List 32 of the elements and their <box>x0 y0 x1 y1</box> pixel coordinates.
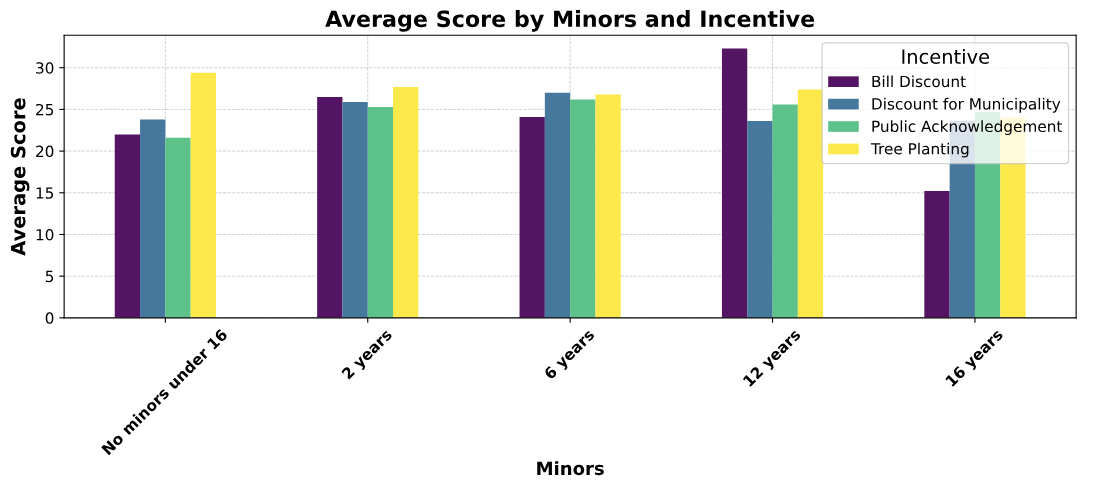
bar <box>772 104 798 318</box>
bar <box>317 96 343 318</box>
y-axis-title: Average Score <box>10 98 30 256</box>
legend-label: Public Acknowledgement <box>872 120 1063 136</box>
y-tick-label: 0 <box>45 312 54 324</box>
bar <box>595 94 621 318</box>
bar <box>570 99 596 318</box>
bar <box>367 106 394 318</box>
y-tick-label: 30 <box>36 62 54 74</box>
bar <box>924 191 950 318</box>
bar <box>190 72 216 318</box>
legend-label: Tree Planting <box>870 142 969 158</box>
legend-label: Bill Discount <box>872 75 966 88</box>
chart-title: Average Score by Minors and Incentive <box>325 9 815 32</box>
bar <box>797 89 824 318</box>
bar <box>140 119 166 318</box>
y-tick-label: 10 <box>36 228 54 241</box>
legend-title: Incentive <box>902 48 990 65</box>
y-tick-label: 25 <box>36 103 54 116</box>
bar <box>393 86 419 318</box>
bar <box>747 121 773 318</box>
bar <box>544 92 571 318</box>
bar <box>165 137 191 318</box>
y-tick-label: 20 <box>36 145 54 158</box>
y-tick-label: 5 <box>45 270 54 283</box>
x-axis-title: Minors <box>537 461 604 476</box>
bar <box>721 48 748 318</box>
bar <box>114 134 141 318</box>
y-tick-label: 15 <box>36 187 54 199</box>
bar <box>342 101 368 318</box>
bar <box>519 116 545 318</box>
legend-label: Discount for Municipality <box>872 97 1061 113</box>
